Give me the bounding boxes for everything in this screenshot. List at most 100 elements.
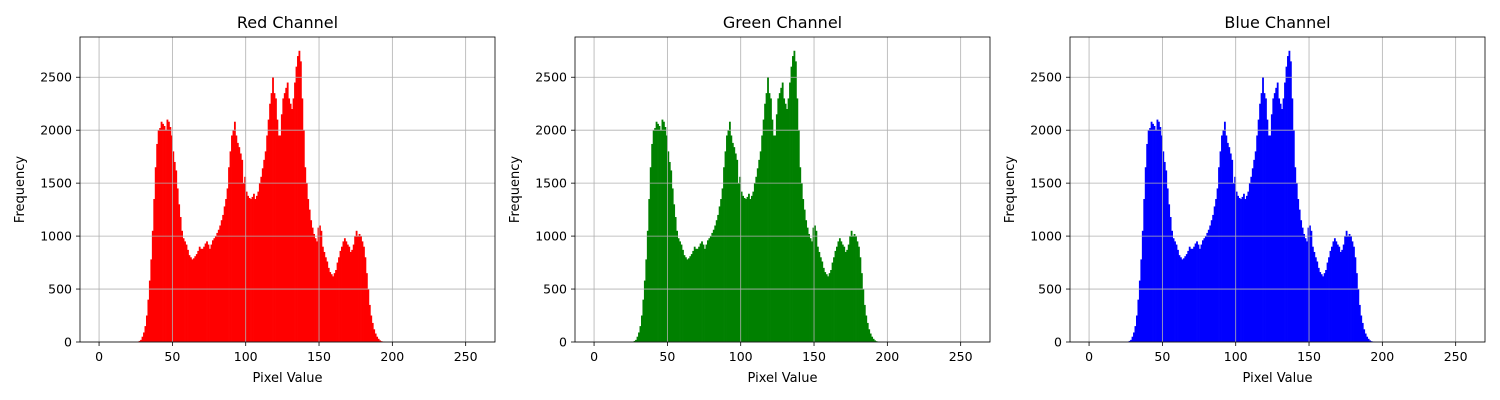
- histogram-bar: [223, 206, 226, 342]
- histogram-bar: [355, 230, 358, 342]
- histogram-bar: [264, 151, 267, 343]
- histogram-bar: [1348, 233, 1351, 342]
- histogram-bar: [145, 315, 148, 342]
- histogram-bar: [1298, 209, 1301, 342]
- x-tick-label: 250: [1444, 349, 1468, 364]
- histogram-bar: [853, 233, 856, 342]
- histogram-bar: [1250, 176, 1253, 342]
- histogram-bar: [871, 336, 874, 342]
- histogram-bar: [342, 241, 345, 342]
- histogram-bar: [771, 119, 774, 342]
- histogram-bar: [1278, 98, 1281, 342]
- histogram-bar: [301, 98, 304, 342]
- histogram-bar: [320, 230, 323, 342]
- y-tick-label: 0: [64, 335, 72, 350]
- histogram-bar: [195, 254, 198, 342]
- histogram-bar: [1338, 246, 1341, 342]
- histogram-bar: [781, 82, 784, 342]
- histogram-bar: [288, 98, 291, 342]
- histogram-bar: [639, 326, 642, 342]
- histogram-bar: [689, 256, 692, 342]
- histogram-bar: [236, 142, 239, 342]
- histogram-bar: [662, 121, 665, 342]
- histogram-bar: [1294, 167, 1297, 342]
- histogram-bar: [317, 227, 320, 343]
- histogram-bar: [1287, 56, 1289, 343]
- histogram-bar: [862, 289, 865, 342]
- chart-panel-2: 0 50 100 150 200 25005001000150020002500Green…: [508, 13, 991, 386]
- histogram-bar: [1225, 135, 1228, 342]
- histogram-bar: [1357, 289, 1360, 342]
- histogram-bar: [280, 114, 283, 342]
- histogram-bar: [1263, 93, 1266, 342]
- histogram-bar: [730, 135, 733, 342]
- y-tick-label: 500: [543, 282, 567, 297]
- histogram-bar: [257, 191, 260, 342]
- histogram-bar: [173, 161, 176, 342]
- histogram-bar: [1162, 151, 1165, 343]
- histogram-bar: [336, 262, 339, 342]
- histogram-bar: [860, 273, 863, 342]
- histogram-bar: [1169, 217, 1172, 342]
- histogram-bar: [833, 257, 835, 342]
- histogram-bar: [273, 93, 276, 342]
- histogram-bar: [636, 336, 639, 342]
- histogram-bars: [138, 50, 386, 343]
- histogram-bar: [162, 123, 164, 342]
- histogram-bar: [824, 272, 827, 342]
- histogram-bar: [1253, 159, 1256, 342]
- histogram-bar: [1229, 153, 1232, 342]
- y-tick-label: 2500: [40, 70, 72, 85]
- histogram-bar: [836, 246, 838, 342]
- histogram-bar: [326, 261, 329, 342]
- histogram-bar: [188, 255, 191, 342]
- y-tick-label: 500: [48, 282, 72, 297]
- histogram-bar: [229, 151, 232, 343]
- histogram-bar: [1128, 340, 1131, 342]
- histogram-bar: [327, 267, 330, 342]
- histogram-bar: [635, 339, 637, 342]
- histogram-bar: [289, 103, 292, 342]
- histogram-bar: [775, 114, 778, 342]
- histogram-bar: [153, 199, 156, 342]
- histogram-bar: [661, 119, 664, 342]
- axes-frame: [1069, 36, 1486, 343]
- histogram-bar: [1159, 127, 1162, 343]
- y-tick-label: 2500: [1030, 70, 1062, 85]
- histogram-bar: [1300, 220, 1303, 342]
- histogram-bar: [1323, 273, 1326, 342]
- x-tick-label: 150: [802, 349, 826, 364]
- histogram-bar: [777, 98, 780, 342]
- histogram-bar: [712, 229, 715, 342]
- histogram-bar: [1251, 168, 1254, 342]
- histogram-bar: [178, 204, 181, 342]
- histogram-bar: [1210, 220, 1213, 342]
- histogram-bar: [648, 199, 651, 342]
- histogram-bar: [1238, 197, 1241, 342]
- histogram-bar: [352, 244, 355, 342]
- histogram-bar: [277, 135, 280, 342]
- histogram-bar: [1187, 250, 1190, 342]
- histogram-bar: [684, 257, 687, 342]
- histogram-bar: [169, 127, 172, 343]
- histogram-bar: [699, 243, 702, 342]
- histogram-bar: [1309, 225, 1311, 342]
- histogram-bar: [1234, 176, 1237, 342]
- y-tick-label: 0: [559, 335, 567, 350]
- x-tick-label: 100: [1224, 349, 1248, 364]
- histogram-bar: [1138, 280, 1141, 342]
- histogram-bar: [739, 176, 742, 342]
- histogram-bar: [1301, 227, 1304, 343]
- histogram-bar: [1218, 167, 1220, 342]
- histogram-bar: [1196, 241, 1198, 342]
- histogram-bar: [783, 98, 786, 342]
- histogram-bar: [743, 197, 746, 342]
- histogram-bar: [1221, 135, 1223, 342]
- histogram-bar: [311, 227, 314, 343]
- histogram-bar: [148, 280, 151, 342]
- histogram-bar: [780, 87, 783, 342]
- histogram-bar: [765, 93, 768, 342]
- histogram-bar: [255, 195, 258, 342]
- histogram-bar: [1316, 261, 1319, 342]
- histogram-bar: [1332, 241, 1335, 342]
